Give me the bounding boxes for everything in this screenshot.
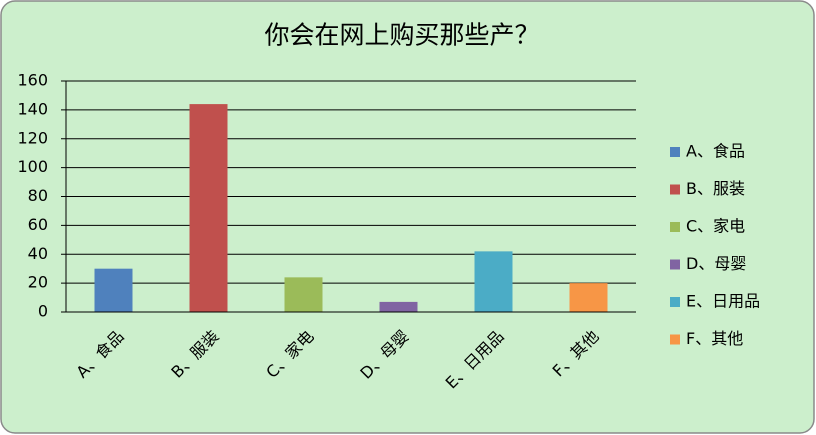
y-tick-label: 80 (28, 186, 48, 205)
legend-label: D、母婴 (686, 254, 746, 273)
y-tick-label: 20 (28, 273, 48, 292)
y-tick-label: 120 (17, 128, 48, 147)
legend-swatch (670, 297, 680, 307)
legend-label: A、食品 (686, 142, 745, 161)
bar (94, 268, 133, 312)
y-tick-label: 40 (28, 244, 48, 263)
legend-swatch (670, 147, 680, 157)
legend-label: C、家电 (686, 217, 745, 236)
bar (189, 104, 228, 312)
legend-label: B、服装 (686, 179, 745, 198)
y-tick-label: 60 (28, 215, 48, 234)
bar (284, 277, 323, 312)
legend-swatch (670, 184, 680, 195)
bar (474, 251, 513, 312)
legend-swatch (670, 222, 680, 232)
legend-swatch (670, 259, 680, 270)
chart-title: 你会在网上购买那些产？ (264, 21, 539, 50)
y-tick-label: 140 (17, 99, 48, 118)
y-tick-label: 100 (17, 157, 48, 176)
legend-swatch (670, 334, 680, 345)
y-tick-label: 160 (17, 71, 48, 90)
legend-label: F、其他 (686, 329, 743, 348)
bar (379, 301, 418, 312)
y-tick-label: 0 (38, 302, 48, 321)
legend-label: E、日用品 (686, 292, 760, 311)
bar (569, 283, 608, 312)
